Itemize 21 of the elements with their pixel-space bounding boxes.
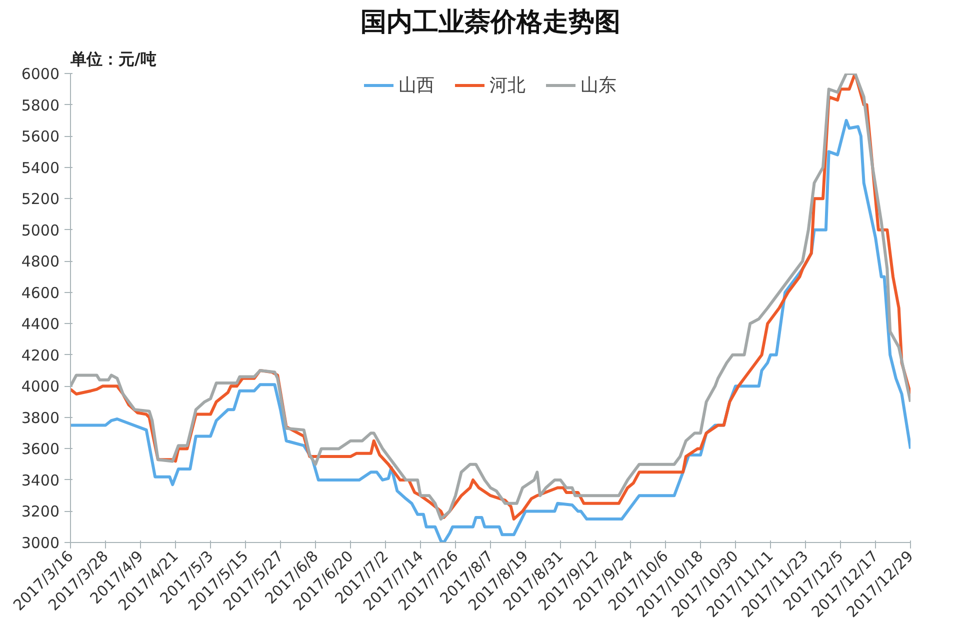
y-tick-label: 5600: [21, 128, 60, 146]
y-tick-label: 5400: [21, 158, 60, 177]
y-tick-label: 3200: [21, 502, 60, 521]
y-tick-label: 4600: [21, 284, 60, 302]
y-tick-label: 4800: [21, 252, 60, 271]
y-tick-label: 3800: [21, 408, 60, 427]
y-tick-label: 4000: [21, 378, 60, 396]
y-tick-label: 4200: [21, 346, 60, 364]
y-tick-label: 3600: [21, 440, 60, 458]
y-tick-label: 6000: [21, 65, 60, 83]
legend-label: 山东: [580, 74, 616, 97]
y-tick-label: 5000: [21, 221, 60, 240]
legend-label: 河北: [490, 74, 526, 97]
y-tick-label: 4400: [21, 315, 60, 334]
y-axis-title: 单位：元/吨: [70, 50, 156, 68]
y-tick-label: 5800: [21, 96, 60, 114]
legend-label: 山西: [398, 74, 434, 97]
y-tick-label: 3400: [21, 471, 60, 490]
chart-title: 国内工业萘价格走势图: [360, 8, 620, 38]
y-tick-label: 3000: [21, 534, 60, 552]
y-tick-label: 5200: [21, 190, 60, 208]
